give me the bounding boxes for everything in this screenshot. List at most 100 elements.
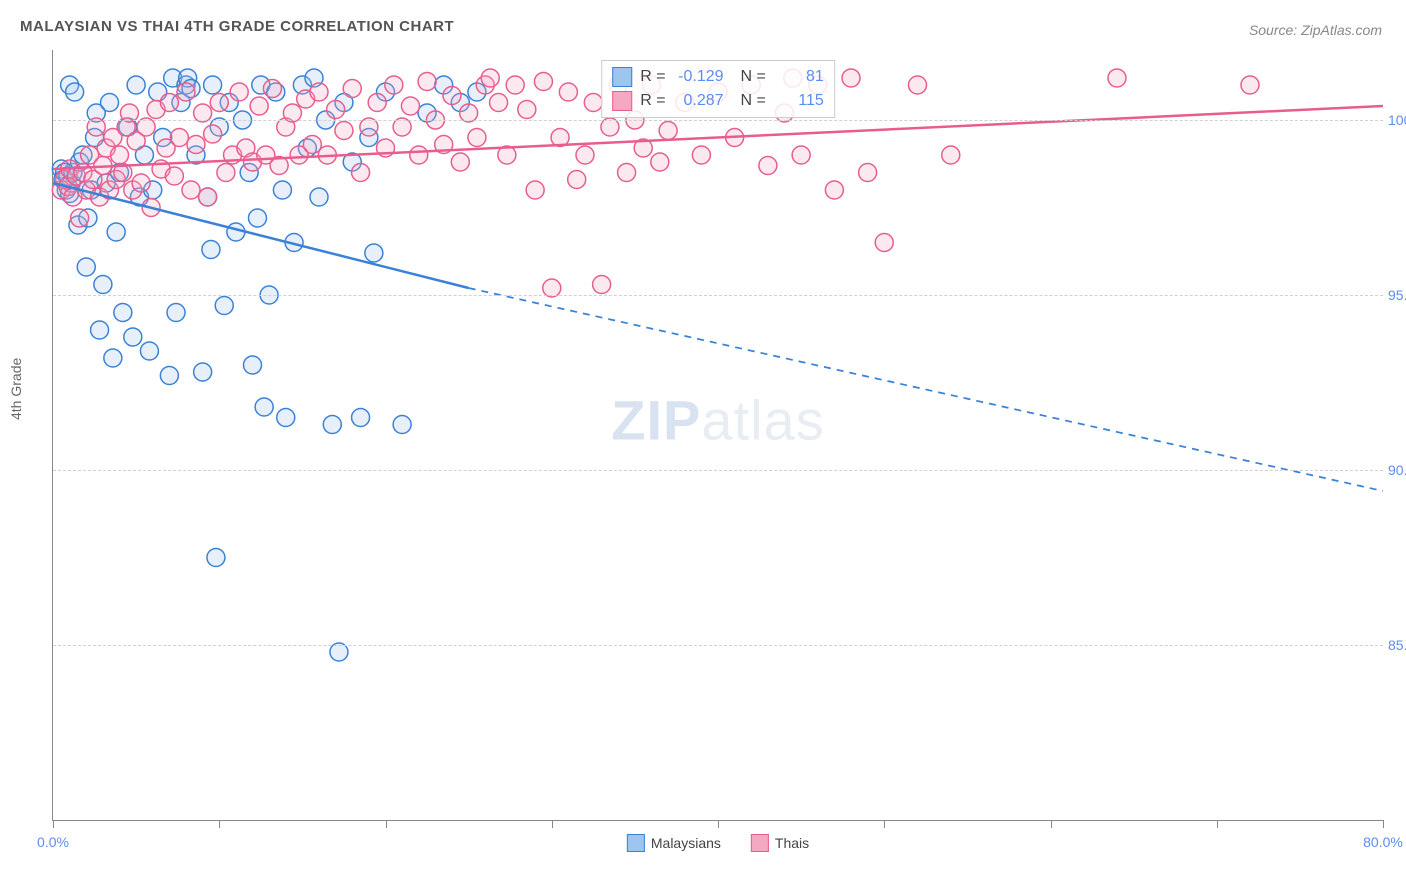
scatter-point (327, 101, 345, 119)
source-attribution: Source: ZipAtlas.com (1249, 22, 1382, 38)
scatter-point (568, 171, 586, 189)
scatter-point (248, 209, 266, 227)
plot-area: ZIPatlas R =-0.129 N =81 R =0.287 N =115… (52, 50, 1383, 821)
scatter-point (451, 153, 469, 171)
scatter-point (207, 549, 225, 567)
y-tick-label: 90.0% (1388, 462, 1406, 478)
stats-swatch-malaysians (612, 67, 632, 87)
scatter-point (215, 297, 233, 315)
stats-box: R =-0.129 N =81 R =0.287 N =115 (601, 60, 835, 118)
y-tick-label: 100.0% (1388, 112, 1406, 128)
scatter-point (187, 136, 205, 154)
y-tick-label: 85.0% (1388, 637, 1406, 653)
gridline (53, 120, 1383, 121)
scatter-point (576, 146, 594, 164)
scatter-point (160, 367, 178, 385)
stats-row-thais: R =0.287 N =115 (612, 89, 824, 113)
scatter-point (310, 83, 328, 101)
scatter-point (217, 164, 235, 182)
scatter-point (273, 181, 291, 199)
scatter-point (559, 83, 577, 101)
scatter-point (170, 129, 188, 147)
x-tick (1217, 820, 1218, 828)
scatter-point (792, 146, 810, 164)
scatter-point (490, 94, 508, 112)
x-tick-label: 0.0% (37, 834, 69, 850)
scatter-point (481, 69, 499, 87)
gridline (53, 470, 1383, 471)
scatter-point (401, 97, 419, 115)
scatter-point (526, 181, 544, 199)
x-tick (718, 820, 719, 828)
scatter-point (343, 80, 361, 98)
scatter-point (443, 87, 461, 105)
scatter-point (1108, 69, 1126, 87)
scatter-point (909, 76, 927, 94)
scatter-point (140, 342, 158, 360)
scatter-point (182, 181, 200, 199)
scatter-point (1241, 76, 1259, 94)
x-tick (552, 820, 553, 828)
scatter-point (651, 153, 669, 171)
scatter-point (593, 276, 611, 294)
x-tick (219, 820, 220, 828)
stats-swatch-thais (612, 91, 632, 111)
scatter-point (842, 69, 860, 87)
legend: Malaysians Thais (627, 834, 809, 852)
scatter-point (759, 157, 777, 175)
scatter-point (584, 94, 602, 112)
scatter-point (365, 244, 383, 262)
scatter-point (418, 73, 436, 91)
scatter-point (323, 416, 341, 434)
scatter-point (393, 416, 411, 434)
scatter-point (410, 146, 428, 164)
y-axis-label: 4th Grade (8, 358, 24, 420)
scatter-point (385, 76, 403, 94)
scatter-point (859, 164, 877, 182)
scatter-point (659, 122, 677, 140)
legend-swatch-malaysians (627, 834, 645, 852)
scatter-point (202, 241, 220, 259)
scatter-point (204, 125, 222, 143)
gridline (53, 295, 1383, 296)
scatter-point (177, 83, 195, 101)
scatter-point (618, 164, 636, 182)
x-tick (53, 820, 54, 828)
scatter-point (335, 122, 353, 140)
scatter-point (111, 146, 129, 164)
scatter-point (352, 409, 370, 427)
scatter-point (230, 83, 248, 101)
x-tick (1051, 820, 1052, 828)
scatter-point (310, 188, 328, 206)
scatter-point (277, 409, 295, 427)
scatter-point (114, 304, 132, 322)
scatter-point (199, 188, 217, 206)
scatter-point (368, 94, 386, 112)
scatter-point (124, 328, 142, 346)
chart-svg (53, 50, 1383, 820)
scatter-point (107, 223, 125, 241)
scatter-point (534, 73, 552, 91)
scatter-point (692, 146, 710, 164)
scatter-point (132, 174, 150, 192)
x-tick (386, 820, 387, 828)
scatter-point (942, 146, 960, 164)
chart-title: MALAYSIAN VS THAI 4TH GRADE CORRELATION … (20, 18, 454, 35)
scatter-point (263, 80, 281, 98)
scatter-point (160, 94, 178, 112)
legend-item-thais: Thais (751, 834, 809, 852)
scatter-point (875, 234, 893, 252)
scatter-point (352, 164, 370, 182)
scatter-point (194, 363, 212, 381)
scatter-point (127, 76, 145, 94)
stats-row-malaysians: R =-0.129 N =81 (612, 65, 824, 89)
scatter-point (250, 97, 268, 115)
regression-line-dashed (469, 288, 1383, 491)
legend-swatch-thais (751, 834, 769, 852)
gridline (53, 645, 1383, 646)
legend-item-malaysians: Malaysians (627, 834, 721, 852)
scatter-point (825, 181, 843, 199)
x-tick-label: 80.0% (1363, 834, 1403, 850)
scatter-point (66, 83, 84, 101)
scatter-point (204, 76, 222, 94)
